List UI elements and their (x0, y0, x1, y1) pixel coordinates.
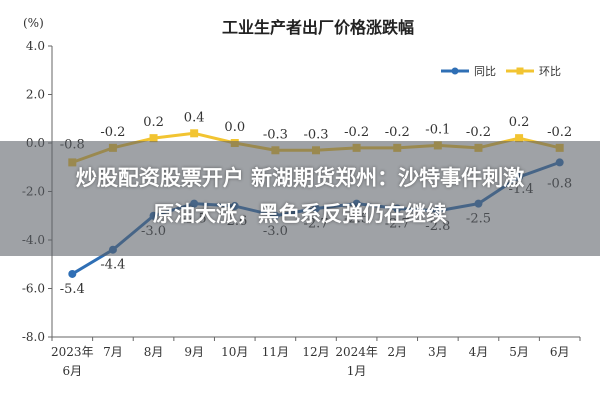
data-label: -0.3 (263, 127, 288, 142)
legend-marker (516, 67, 524, 75)
chart-title: 工业生产者出厂价格涨跌幅 (222, 18, 414, 37)
x-tick-label: 3月 (428, 345, 448, 359)
data-label: -4.4 (100, 258, 125, 273)
x-tick-label: 2023年 6月 (51, 345, 94, 378)
x-tick-label: 12月 (302, 345, 329, 359)
x-tick-label: 4月 (469, 345, 489, 359)
x-tick-label: 2024年 1月 (335, 345, 378, 378)
data-label: -5.4 (60, 282, 85, 297)
data-label: -0.2 (466, 125, 491, 140)
data-label: -0.2 (344, 125, 369, 140)
x-tick-label: 9月 (184, 345, 204, 359)
data-label: 0.0 (224, 120, 245, 135)
data-label: -0.2 (385, 125, 410, 140)
data-label: -0.1 (425, 122, 450, 137)
article-title-banner (0, 141, 600, 256)
x-tick-label: 5月 (509, 345, 529, 359)
legend-marker (451, 67, 459, 75)
y-axis-unit: (%) (23, 16, 44, 30)
legend: 同比 环比 (441, 65, 561, 78)
y-tick-label: -6.0 (22, 282, 45, 296)
data-point (190, 129, 199, 138)
x-tick-label: 6月 (550, 345, 570, 359)
article-title-line-1: 炒股配资股票开户 新湖期货郑州：沙特事件刺激 (75, 166, 525, 190)
legend-label: 环比 (539, 65, 561, 78)
x-tick-label: 11月 (262, 345, 289, 359)
x-tick-label: 7月 (103, 345, 123, 359)
data-point (149, 134, 158, 143)
x-tick-label: 2月 (387, 345, 407, 359)
data-point (515, 134, 524, 143)
y-tick-label: -8.0 (22, 330, 45, 344)
data-label: -0.3 (303, 127, 328, 142)
data-label: 0.4 (184, 110, 205, 125)
data-label: 0.2 (509, 115, 530, 130)
article-title[interactable]: 炒股配资股票开户 新湖期货郑州：沙特事件刺激 原油大涨，黑色系反弹仍在继续 (0, 160, 600, 232)
legend-label: 同比 (474, 65, 496, 78)
y-tick-label: 2.0 (26, 88, 45, 102)
x-tick-label: 8月 (144, 345, 164, 359)
data-label: -0.2 (547, 125, 572, 140)
article-title-line-2: 原油大涨，黑色系反弹仍在继续 (153, 202, 447, 226)
data-label: 0.2 (143, 115, 164, 130)
y-tick-label: 4.0 (26, 39, 45, 53)
data-label: -0.2 (100, 125, 125, 140)
data-point (68, 269, 77, 278)
x-tick-label: 10月 (221, 345, 248, 359)
